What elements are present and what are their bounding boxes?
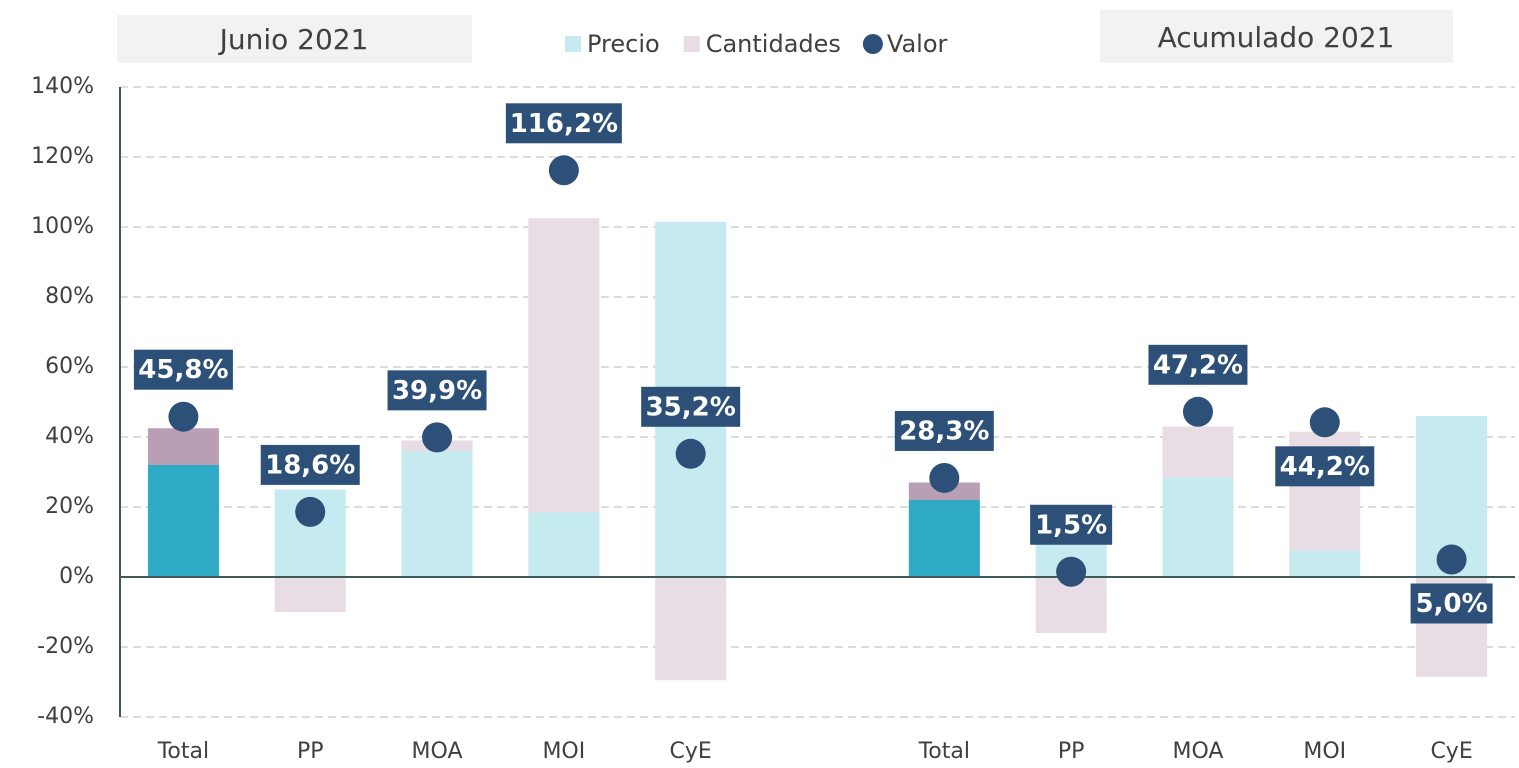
value-label: 35,2%: [646, 392, 736, 422]
x-tick-label: MOA: [412, 739, 463, 764]
value-dot: [548, 155, 579, 186]
value-label-box: [133, 349, 233, 390]
value-label: 44,2%: [1280, 452, 1370, 482]
x-tick-label: MOI: [542, 739, 585, 764]
bar: [528, 512, 600, 577]
x-tick-label: MOA: [1172, 739, 1223, 764]
y-tick-label: 140%: [31, 74, 94, 99]
value-label-box: [1030, 504, 1113, 545]
value-label-box: [641, 386, 741, 427]
y-tick-label: -40%: [37, 704, 94, 729]
value-dot: [422, 422, 453, 453]
value-label: 1,5%: [1035, 510, 1107, 540]
y-tick-label: 120%: [31, 144, 94, 169]
value-label: 45,8%: [138, 355, 228, 385]
header-box: [117, 15, 472, 63]
bar: [528, 218, 600, 513]
value-dot: [1182, 396, 1213, 427]
x-tick-label: PP: [1058, 739, 1085, 764]
value-label-box: [387, 370, 487, 411]
bar: [1289, 550, 1361, 577]
bar: [401, 451, 473, 577]
bar: [908, 500, 980, 577]
y-tick-label: 60%: [45, 354, 94, 379]
value-dot: [1309, 407, 1340, 438]
header-right: Acumulado 2021: [1158, 21, 1395, 54]
value-label: 39,9%: [392, 376, 482, 406]
value-label: 28,3%: [899, 416, 989, 446]
value-dot: [1436, 544, 1467, 575]
value-label: 47,2%: [1153, 350, 1243, 380]
value-label: 116,2%: [510, 109, 618, 139]
legend-label: Precio: [587, 30, 660, 58]
value-label-box: [1410, 583, 1493, 624]
bar: [655, 577, 727, 681]
value-label-box: [260, 444, 360, 485]
value-dot: [675, 438, 706, 469]
value-dot: [295, 496, 326, 527]
legend-marker: [862, 34, 883, 54]
value-label: 5,0%: [1416, 589, 1488, 619]
value-dot: [1056, 556, 1087, 587]
legend-label: Valor: [887, 30, 948, 58]
header-left: Junio 2021: [218, 23, 369, 56]
y-tick-label: 40%: [45, 424, 94, 449]
value-dot: [168, 401, 199, 432]
y-tick-label: 100%: [31, 214, 94, 239]
x-tick-label: CyE: [1430, 739, 1472, 764]
x-tick-label: MOI: [1303, 739, 1346, 764]
bar: [274, 577, 346, 612]
y-tick-label: 20%: [45, 494, 94, 519]
header-box: [1100, 10, 1453, 63]
value-label-box: [505, 103, 622, 144]
x-tick-label: CyE: [670, 739, 712, 764]
bar: [1162, 426, 1234, 478]
bar: [1162, 477, 1234, 577]
value-label-box: [894, 410, 994, 451]
legend-label: Cantidades: [706, 30, 841, 58]
value-dot: [929, 462, 960, 493]
bar: [147, 428, 219, 465]
y-tick-label: 0%: [59, 564, 94, 589]
x-tick-label: Total: [157, 739, 209, 764]
legend-marker: [565, 36, 581, 52]
x-tick-label: Total: [918, 739, 970, 764]
x-tick-label: PP: [297, 739, 324, 764]
value-label-box: [1275, 446, 1375, 487]
y-tick-label: 80%: [45, 284, 94, 309]
bar: [147, 465, 219, 577]
y-tick-label: -20%: [37, 634, 94, 659]
value-label-box: [1148, 344, 1248, 385]
legend-marker: [683, 36, 700, 52]
value-label: 18,6%: [265, 450, 355, 480]
